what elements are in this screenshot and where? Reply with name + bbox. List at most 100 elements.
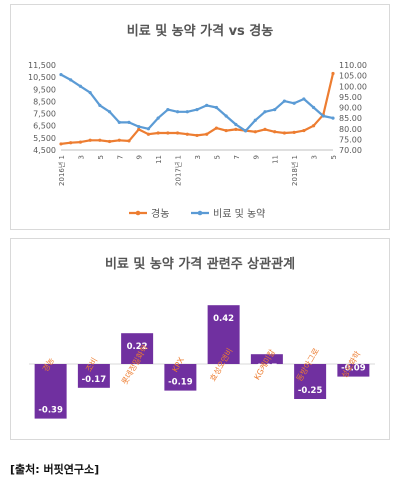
bar-value-label: -0.19	[168, 378, 193, 388]
bar	[34, 364, 67, 419]
data-point	[107, 139, 112, 144]
bar-value-label: -0.17	[82, 375, 107, 385]
data-point	[214, 126, 219, 130]
x-tick-label: 5	[213, 155, 221, 159]
data-point	[292, 130, 296, 134]
data-point	[224, 128, 228, 133]
data-point	[282, 131, 287, 135]
source-caption: [출처: 버핏연구소]	[10, 463, 100, 476]
x-tick-label: 2017년 1	[174, 155, 183, 186]
data-point	[146, 127, 151, 131]
data-point	[302, 128, 306, 133]
x-tick-label: 5	[97, 155, 105, 159]
x-tick-label: 3	[77, 155, 85, 159]
data-point	[311, 105, 316, 110]
data-point	[98, 138, 102, 142]
legend-swatch-marker	[135, 210, 141, 216]
data-point	[243, 129, 248, 133]
bar	[77, 364, 110, 388]
left-y-tick-label: 9,500	[33, 85, 56, 94]
bar	[337, 364, 370, 377]
data-point	[78, 140, 83, 144]
bar	[294, 364, 327, 399]
x-tick-label: 2018년 1	[290, 155, 299, 186]
legend-label: 비료 및 농약	[213, 208, 265, 220]
data-point	[175, 131, 180, 135]
data-point	[214, 105, 219, 110]
bar	[250, 354, 283, 364]
data-point	[156, 116, 160, 120]
data-point	[156, 131, 160, 135]
data-point	[321, 114, 325, 118]
correlation-chart-panel: 비료 및 농약 가격 관련주 상관관계 -0.39 경농 -0.17 조비 0.22 롯데…	[10, 238, 390, 440]
line-chart-title: 비료 및 농약 가격 vs 경농	[127, 23, 274, 39]
correlation-bar-chart: 비료 및 농약 가격 관련주 상관관계 -0.39경농-0.17조비0.22롯데…	[29, 256, 375, 419]
data-point	[107, 110, 112, 114]
bar-value-label: -0.39	[38, 406, 63, 416]
data-point	[137, 125, 141, 129]
price-chart-panel: 비료 및 농약 가격 vs 경농 4,500 5,500 6,500 7,500 8,5…	[10, 4, 390, 230]
data-point	[253, 118, 257, 122]
bar-value-label: -0.09	[341, 364, 366, 374]
data-point	[331, 71, 335, 76]
data-point	[127, 139, 131, 143]
right-y-tick-label: 90.00	[339, 104, 362, 113]
data-point	[175, 110, 180, 114]
data-point	[234, 122, 238, 127]
x-tick-label: 7	[116, 155, 124, 159]
x-tick-label: 5	[330, 155, 338, 159]
series-line-fertilizer-pesticide	[60, 73, 334, 133]
left-y-tick-label: 8,500	[33, 97, 56, 106]
legend-swatch-marker	[197, 210, 203, 216]
data-point	[117, 120, 121, 124]
data-point	[88, 91, 92, 95]
left-y-tick-label: 4,500	[33, 146, 56, 155]
right-y-tick-label: 75.00	[339, 135, 362, 144]
data-point	[311, 124, 316, 128]
line-chart-legend: 경농 비료 및 농약	[129, 207, 265, 220]
data-point	[137, 127, 141, 131]
x-tick-label: 11	[272, 155, 280, 164]
data-point	[253, 130, 257, 134]
left-y-tick-label: 5,500	[33, 134, 56, 143]
data-point	[185, 132, 189, 136]
right-y-tick-label: 80.00	[339, 125, 362, 134]
data-point	[205, 132, 209, 136]
bar	[121, 333, 154, 364]
x-tick-label: 7	[233, 155, 241, 159]
bar	[207, 305, 240, 364]
x-tick-label: 9	[136, 155, 144, 159]
data-point	[78, 84, 83, 88]
x-tick-label: 3	[311, 155, 319, 159]
data-point	[205, 103, 209, 107]
bar-value-label: 0.07	[256, 363, 277, 373]
data-point	[166, 131, 170, 135]
data-point	[292, 101, 296, 105]
right-y-tick-label: 85.00	[339, 114, 362, 123]
bar-chart-title: 비료 및 농약 가격 관련주 상관관계	[105, 256, 295, 272]
data-point	[98, 103, 102, 107]
data-point	[195, 108, 199, 112]
data-point	[127, 120, 131, 124]
left-y-tick-label: 11,500	[28, 61, 56, 70]
data-point	[69, 78, 73, 82]
left-y-tick-label: 6,500	[33, 122, 56, 131]
legend-label: 경농	[151, 207, 169, 220]
x-tick-label: 11	[155, 155, 163, 164]
data-point	[331, 116, 335, 120]
right-y-tick-label: 100.00	[339, 82, 367, 91]
data-point	[302, 97, 306, 101]
bar-value-label: 0.42	[213, 314, 234, 324]
right-y-tick-label: 70.00	[339, 146, 362, 155]
x-tick-label: 3	[194, 155, 202, 159]
data-point	[69, 141, 73, 145]
x-tick-label: 2016년 1	[57, 155, 66, 186]
data-point	[185, 110, 189, 114]
data-point	[59, 72, 63, 77]
data-point	[234, 127, 238, 131]
data-point	[88, 138, 92, 142]
data-point	[117, 138, 121, 142]
data-point	[273, 108, 277, 112]
data-point	[224, 114, 228, 118]
left-y-tick-label: 10,500	[28, 73, 56, 82]
